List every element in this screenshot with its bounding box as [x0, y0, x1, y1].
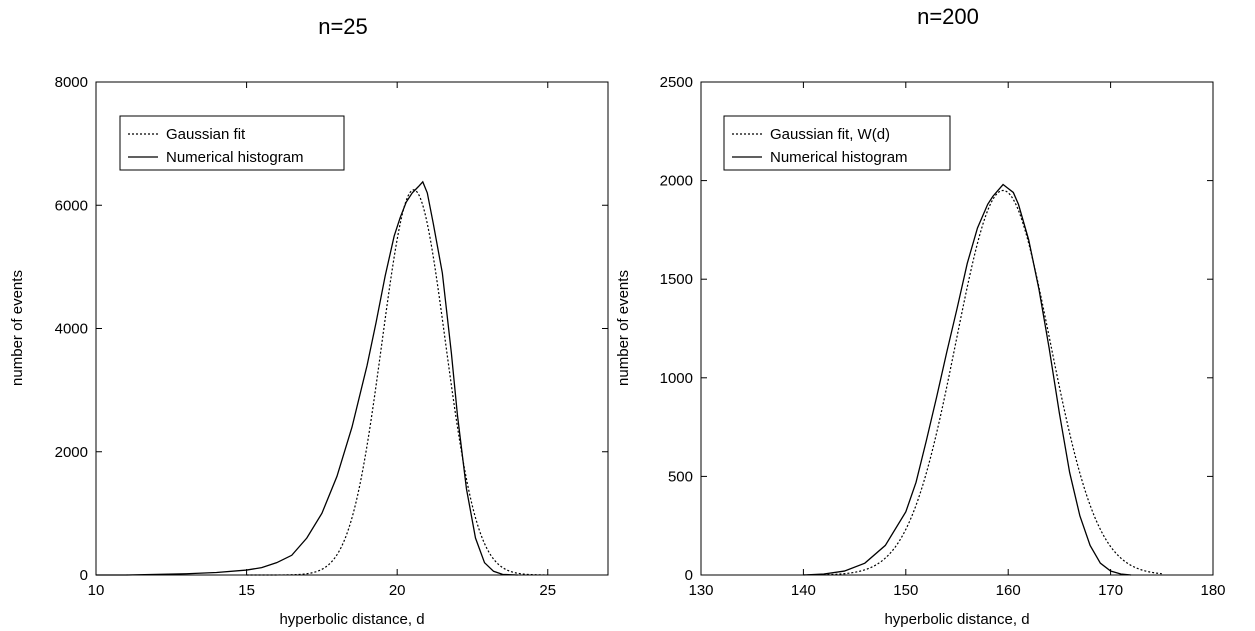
y-tick-label: 500: [668, 468, 693, 485]
chart-n200: n=200 130 140 150 160 170 180 0 500 1000 1500 200…: [615, 4, 1226, 628]
y-axis-label: number of events: [615, 270, 632, 386]
legend-box: [723, 115, 951, 171]
y-tick-label: 2000: [660, 173, 693, 190]
gaussian-fit-line: [803, 189, 1162, 576]
x-axis-ticks: 130 140 150 160 170 180: [688, 82, 1226, 599]
legend: Gaussian fit, W(d) Numerical histogram: [723, 115, 951, 171]
x-tick-label: 130: [688, 582, 713, 599]
y-axis-ticks: 0 500 1000 1500 2000 2500: [660, 74, 1213, 584]
y-tick-label: 0: [80, 567, 88, 584]
y-axis-ticks: 0 2000 4000 6000 8000: [55, 74, 608, 584]
plot-series: [96, 180, 548, 576]
legend-label-gaussian-fit: Gaussian fit, W(d): [770, 126, 890, 143]
x-tick-label: 150: [893, 582, 918, 599]
y-tick-label: 2000: [55, 444, 88, 461]
x-tick-label: 160: [996, 582, 1021, 599]
y-tick-label: 4000: [55, 321, 88, 338]
chart-n25: n=25 10 15 20 25 0 2000 4000 6000 8000 hyperbol…: [9, 14, 609, 628]
plot-series: [803, 183, 1162, 576]
x-tick-label: 140: [791, 582, 816, 599]
legend-box: [119, 115, 345, 171]
numerical-histogram-line: [96, 180, 518, 576]
x-tick-label: 15: [238, 582, 255, 599]
gaussian-fit-line: [246, 189, 548, 576]
legend-label-numerical-histogram: Numerical histogram: [770, 149, 908, 166]
y-tick-label: 0: [685, 567, 693, 584]
x-axis-ticks: 10 15 20 25: [88, 82, 556, 599]
x-tick-label: 25: [539, 582, 556, 599]
x-axis-label: hyperbolic distance, d: [279, 611, 424, 628]
legend: Gaussian fit Numerical histogram: [119, 115, 345, 171]
legend-label-numerical-histogram: Numerical histogram: [166, 149, 304, 166]
y-tick-label: 1500: [660, 271, 693, 288]
x-tick-label: 170: [1098, 582, 1123, 599]
y-tick-label: 8000: [55, 74, 88, 91]
legend-label-gaussian-fit: Gaussian fit: [166, 126, 246, 143]
chart-title: n=200: [917, 4, 979, 29]
y-tick-label: 2500: [660, 74, 693, 91]
y-axis-label: number of events: [9, 270, 26, 386]
y-tick-label: 1000: [660, 370, 693, 387]
x-tick-label: 180: [1200, 582, 1225, 599]
x-tick-label: 20: [389, 582, 406, 599]
numerical-histogram-line: [803, 183, 1132, 576]
x-axis-label: hyperbolic distance, d: [884, 611, 1029, 628]
plot-frame: [700, 81, 1214, 576]
y-tick-label: 6000: [55, 197, 88, 214]
chart-title: n=25: [318, 14, 368, 39]
x-tick-label: 10: [88, 582, 105, 599]
